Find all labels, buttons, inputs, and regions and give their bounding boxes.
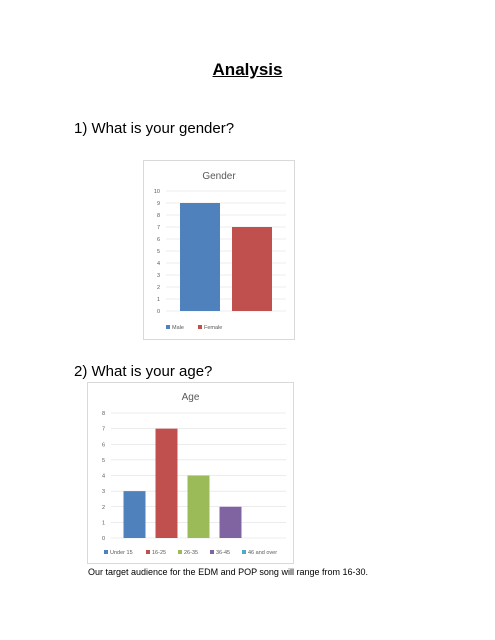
y-tick-label: 3 (157, 273, 160, 279)
bar-26-35 (187, 475, 210, 538)
y-tick-label: 0 (157, 309, 160, 315)
y-tick-label: 1 (102, 520, 105, 526)
gender-chart-svg: Gender 0 1 2 3 4 5 6 7 8 9 10 Male Female (154, 171, 286, 331)
bar-male (180, 203, 220, 311)
y-tick-label: 6 (102, 442, 105, 448)
age-chart: Age 0 1 2 3 4 5 6 7 8 Under 15 16-25 26-35 36-45 46 an… (87, 382, 294, 564)
legend-swatch (178, 550, 182, 554)
y-tick-label: 7 (157, 225, 160, 231)
y-tick-label: 4 (157, 261, 160, 267)
legend-swatch (210, 550, 214, 554)
legend-label: 46 and over (248, 550, 277, 556)
chart-title: Gender (202, 171, 236, 182)
legend-swatch (146, 550, 150, 554)
y-tick-label: 7 (102, 427, 105, 433)
y-tick-label: 0 (102, 536, 105, 542)
page-title: Analysis (212, 60, 283, 79)
age-chart-svg: Age 0 1 2 3 4 5 6 7 8 Under 15 16-25 26-35 36-45 46 an… (102, 392, 286, 556)
legend-label: Male (172, 325, 184, 331)
bar-16-25 (155, 428, 178, 538)
legend-label: Under 15 (110, 550, 133, 556)
y-tick-label: 10 (154, 189, 160, 195)
legend-swatch (198, 325, 202, 329)
legend-label: 36-45 (216, 550, 230, 556)
legend-label: 26-35 (184, 550, 198, 556)
bar-female (232, 227, 272, 311)
y-tick-label: 1 (157, 297, 160, 303)
legend-swatch (166, 325, 170, 329)
y-tick-label: 9 (157, 201, 160, 207)
y-tick-label: 2 (102, 505, 105, 511)
gender-chart: Gender 0 1 2 3 4 5 6 7 8 9 10 Male Female (143, 160, 295, 340)
legend-label: Female (204, 325, 222, 331)
legend-label: 16-25 (152, 550, 166, 556)
legend-swatch (104, 550, 108, 554)
y-tick-label: 4 (102, 474, 105, 480)
y-tick-label: 8 (102, 411, 105, 417)
question-gender: 1) What is your gender? (74, 120, 235, 137)
y-tick-label: 6 (157, 237, 160, 243)
bar-36-45 (219, 506, 242, 538)
y-tick-label: 8 (157, 213, 160, 219)
chart-title: Age (182, 392, 200, 403)
bar-under-15 (123, 491, 146, 538)
question-age: 2) What is your age? (74, 363, 213, 380)
footnote: Our target audience for the EDM and POP … (88, 567, 368, 577)
y-tick-label: 5 (157, 249, 160, 255)
y-tick-label: 5 (102, 458, 105, 464)
y-tick-label: 3 (102, 489, 105, 495)
y-tick-label: 2 (157, 285, 160, 291)
legend-swatch (242, 550, 246, 554)
